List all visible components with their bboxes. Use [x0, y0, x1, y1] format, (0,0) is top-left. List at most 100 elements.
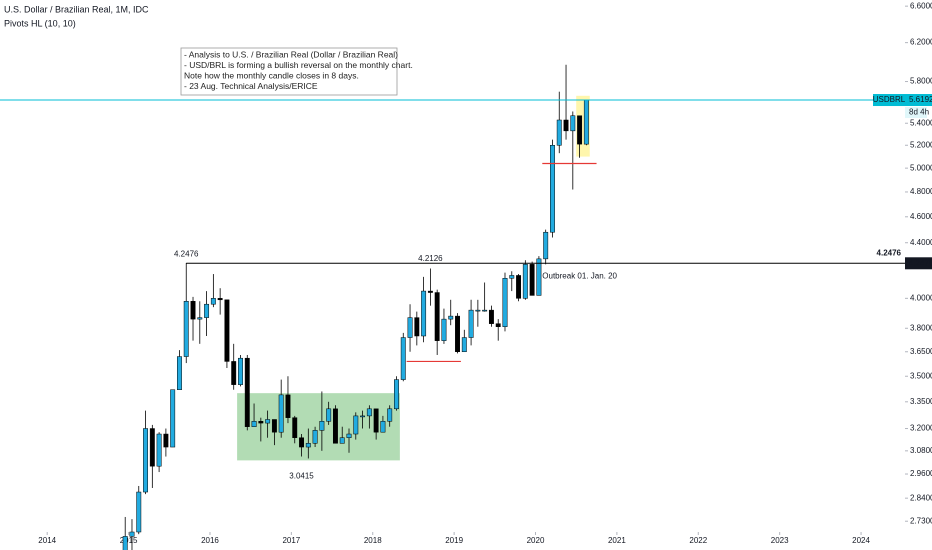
note-text: - 23 Aug. Technical Analysis/ERICE: [184, 81, 318, 91]
candle-body: [299, 437, 304, 448]
candle-body: [122, 536, 128, 550]
y-tick-label: 2.7300: [910, 516, 932, 525]
candle-body: [129, 531, 135, 537]
x-tick-label: 2015: [120, 536, 138, 545]
candle-body: [360, 415, 366, 418]
candle-body: [346, 433, 352, 438]
candle-body: [468, 309, 474, 338]
y-tick-label: 4.8000: [910, 187, 932, 196]
zone: [237, 393, 400, 461]
candle-body: [516, 275, 522, 299]
candle-body: [278, 394, 284, 433]
candle-body: [143, 428, 148, 493]
y-tick-label: 4.0000: [910, 293, 932, 302]
note-text: - USD/BRL is forming a bullish reversal …: [184, 60, 413, 70]
level-label: 4.2476: [877, 248, 902, 257]
candle-body: [244, 357, 250, 427]
pivot-label: 4.2126: [418, 254, 443, 263]
candle-body: [577, 115, 583, 145]
candle-body: [488, 309, 494, 324]
candle-body: [502, 278, 508, 327]
chart-subtitle: Pivots HL (10, 10): [4, 18, 76, 28]
y-tick-label: 3.8000: [910, 323, 932, 332]
candle-body: [448, 315, 454, 320]
candle-body: [536, 258, 542, 296]
chart-title: U.S. Dollar / Brazilian Real, 1M, IDC: [4, 4, 149, 14]
candle-body: [319, 421, 325, 431]
candle-body: [265, 419, 271, 424]
candle-body: [543, 231, 549, 260]
y-tick-label: 4.6000: [910, 212, 932, 221]
symbol-box: [873, 94, 905, 107]
candle-body: [285, 394, 291, 418]
x-tick-label: 2014: [38, 536, 56, 545]
candle-body: [156, 433, 162, 467]
candle-body: [339, 437, 345, 444]
candle-body: [292, 417, 298, 438]
x-tick-label: 2017: [282, 536, 300, 545]
y-tick-label: 5.4000: [910, 118, 932, 127]
candle-body: [238, 357, 243, 385]
candle-body: [563, 119, 569, 132]
y-tick-label: 3.5000: [910, 371, 932, 380]
pivot-label: 4.2476: [174, 249, 199, 258]
candle-body: [204, 303, 210, 318]
candle-body: [305, 443, 311, 448]
candle-body: [183, 301, 189, 357]
candle-body: [251, 421, 257, 427]
candle-body: [434, 292, 440, 341]
countdown-label: 8d 4h: [909, 108, 929, 117]
level-axis-label: 4.2476: [909, 258, 932, 267]
candle-body: [231, 361, 237, 385]
note-text: Note how the monthly candle closes in 8 …: [184, 70, 359, 80]
y-tick-label: 3.3500: [910, 397, 932, 406]
candle-body: [482, 309, 488, 312]
candle-body: [217, 298, 223, 301]
price-label: 5.6192: [909, 95, 932, 104]
candle-body: [149, 428, 155, 467]
y-tick-label: 3.6500: [910, 347, 932, 356]
candle-body: [163, 433, 169, 448]
x-tick-label: 2018: [364, 536, 382, 545]
x-tick-label: 2024: [852, 536, 870, 545]
candle-body: [495, 323, 501, 327]
y-tick-label: 2.8400: [910, 493, 932, 502]
candle-body: [177, 356, 182, 390]
y-tick-label: 3.2000: [910, 424, 932, 433]
candle-body: [258, 421, 264, 424]
x-tick-label: 2019: [445, 536, 463, 545]
y-tick-label: 6.2000: [910, 38, 932, 47]
candle-body: [570, 115, 576, 132]
pivot-label: 3.0415: [289, 471, 314, 480]
candle-body: [400, 337, 406, 380]
candle-body: [556, 119, 562, 146]
candle-body: [332, 408, 338, 444]
candle-body: [210, 298, 216, 305]
candle-body: [380, 421, 386, 433]
x-tick-label: 2020: [527, 536, 545, 545]
y-tick-label: 5.8000: [910, 77, 932, 86]
candle-body: [461, 337, 467, 353]
candle-body: [271, 419, 277, 433]
y-tick-label: 5.0000: [910, 163, 932, 172]
y-tick-label: 2.9600: [910, 469, 932, 478]
candle-body: [427, 290, 433, 293]
candle-body: [224, 299, 230, 362]
candle-body: [387, 408, 393, 422]
candle-body: [197, 317, 203, 320]
candle-body: [455, 315, 460, 353]
candle-body: [509, 275, 515, 279]
level-axis-box: [905, 257, 932, 270]
candle-body: [366, 408, 372, 417]
candle-body: [529, 264, 535, 296]
candle-body: [421, 290, 427, 337]
x-tick-label: 2023: [771, 536, 789, 545]
candle-body: [475, 309, 481, 312]
candle-body: [441, 318, 447, 341]
candle-body: [326, 408, 332, 422]
x-tick-label: 2016: [201, 536, 219, 545]
candle-body: [373, 408, 379, 433]
note-text: - Analysis to U.S. / Brazilian Real (Dol…: [184, 49, 398, 59]
candle-body: [407, 317, 413, 338]
